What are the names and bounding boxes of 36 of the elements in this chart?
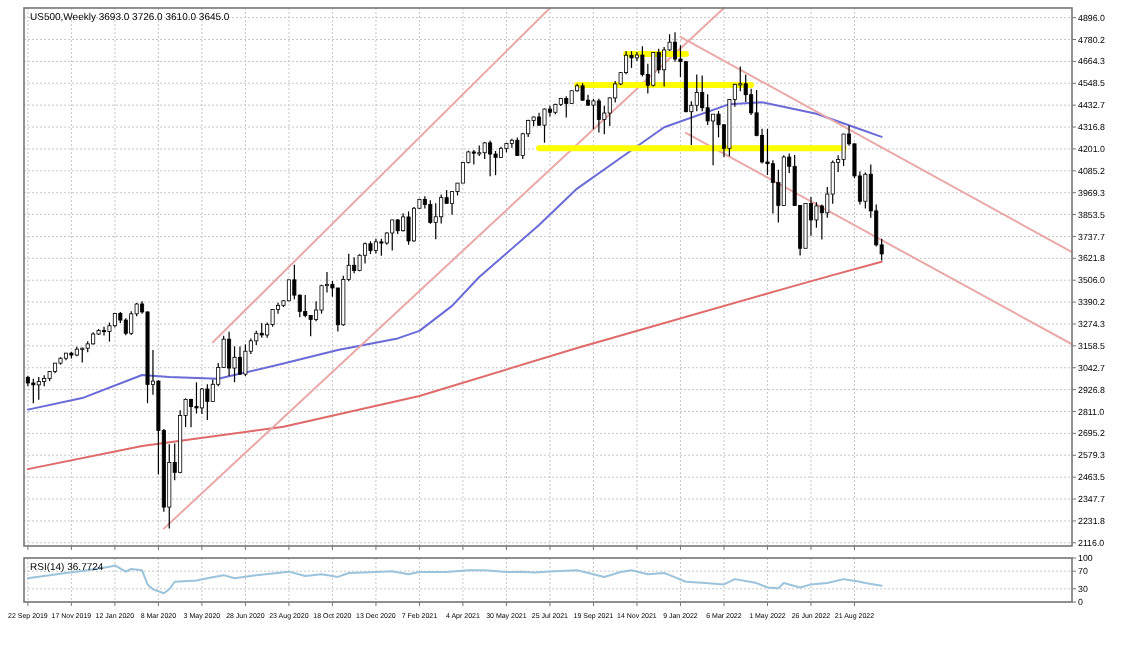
candlestick <box>564 95 569 119</box>
candlestick <box>488 140 493 177</box>
candlestick <box>591 98 596 130</box>
candlestick <box>411 206 416 243</box>
candlestick <box>547 105 552 118</box>
candlestick <box>509 138 514 149</box>
candlestick <box>129 310 134 336</box>
candlestick <box>237 345 242 376</box>
candlestick <box>205 383 210 421</box>
candlestick <box>602 105 607 135</box>
candlestick <box>107 321 112 343</box>
candlestick <box>738 65 743 92</box>
candlestick <box>406 210 411 246</box>
candlestick <box>31 378 36 404</box>
candlestick <box>711 113 716 166</box>
candlestick <box>863 171 868 210</box>
candlestick <box>335 287 340 333</box>
candlestick <box>390 219 395 252</box>
candlestick <box>227 331 232 377</box>
line-series <box>26 564 883 595</box>
candlestick <box>36 376 41 401</box>
candlestick <box>803 202 808 249</box>
candlestick <box>841 133 846 167</box>
candlestick <box>433 202 438 240</box>
line-series <box>26 260 883 471</box>
candlestick <box>450 190 455 216</box>
candlestick <box>651 51 656 87</box>
candlestick <box>199 387 204 415</box>
candlestick <box>596 98 601 134</box>
line-series <box>26 101 883 411</box>
candlestick <box>232 345 237 383</box>
candlestick <box>662 46 667 88</box>
candlestick <box>515 136 520 157</box>
candlestick <box>243 343 248 377</box>
candlestick <box>303 294 308 318</box>
candlestick <box>542 107 547 144</box>
